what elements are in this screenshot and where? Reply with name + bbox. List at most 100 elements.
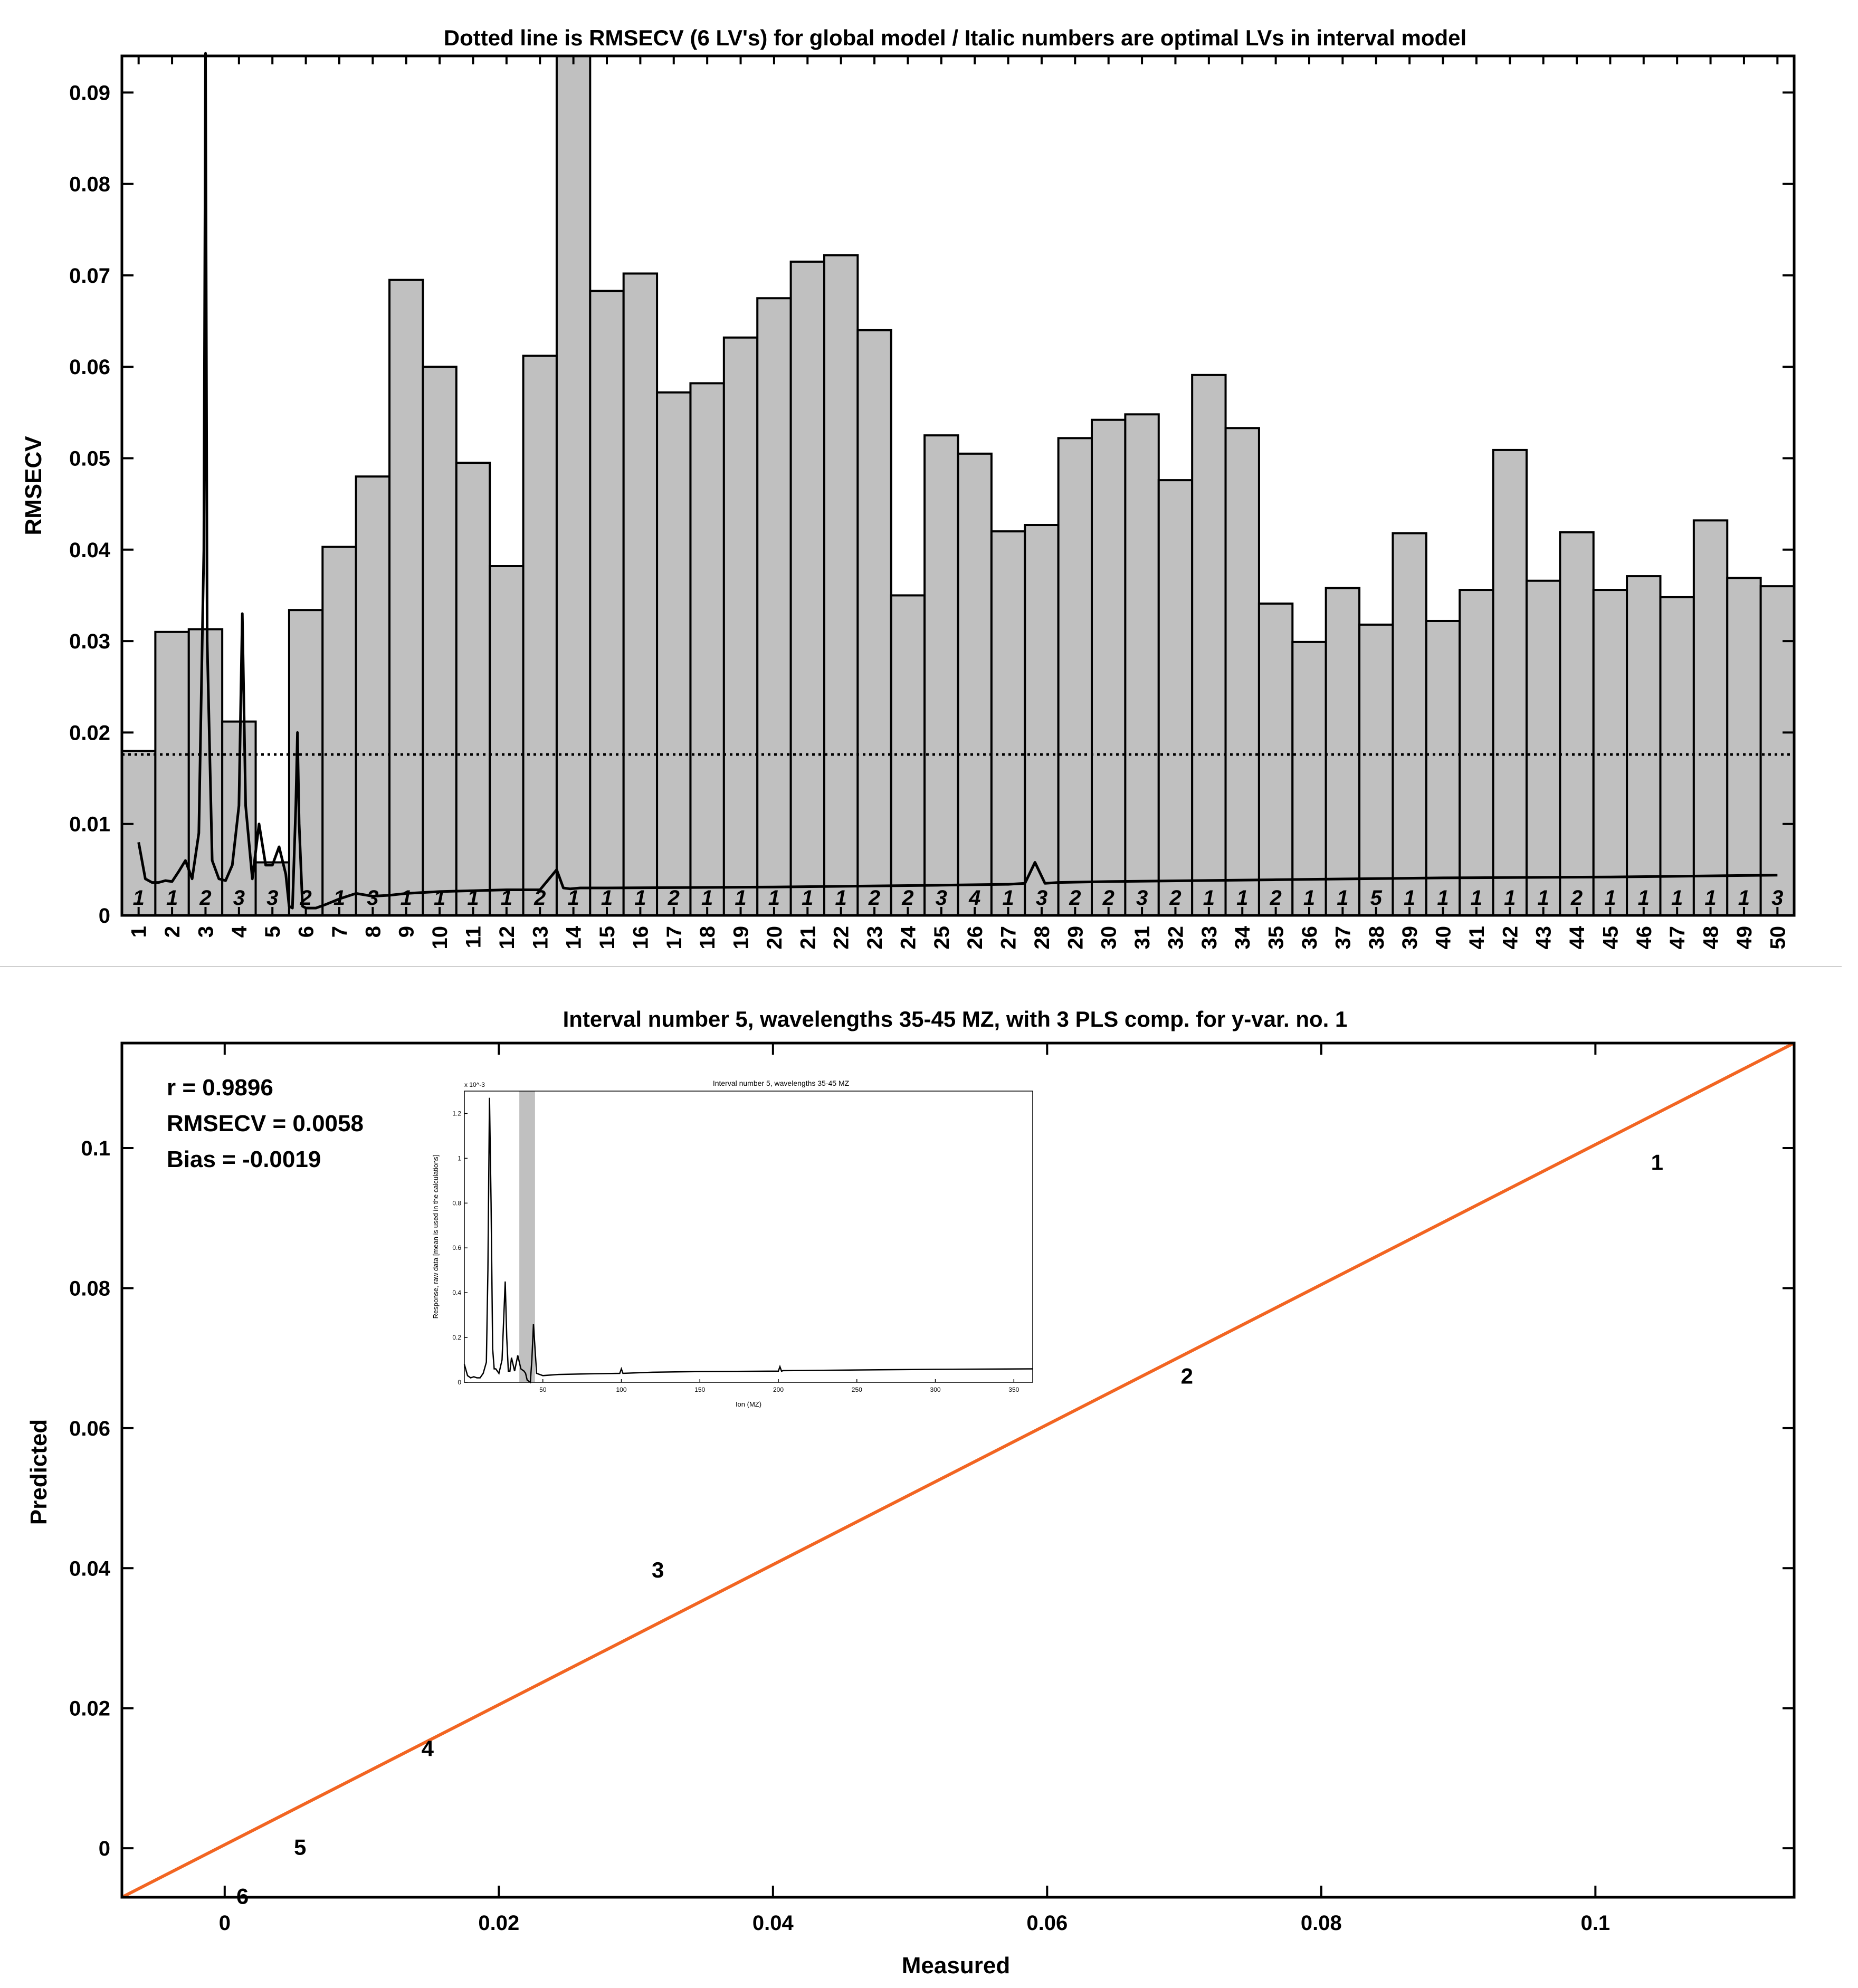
optimal-lv-label: 1 xyxy=(1471,886,1482,910)
inset-y-tick-label: 0.8 xyxy=(452,1199,461,1207)
bar-interval-19 xyxy=(722,336,759,916)
bar-interval-21 xyxy=(789,260,825,917)
y-tick-label: 0 xyxy=(99,1837,110,1860)
bar-interval-36 xyxy=(1291,641,1327,916)
bar-interval-50 xyxy=(1759,585,1796,916)
x-tick-label: 5 xyxy=(261,926,284,938)
bar-interval-7 xyxy=(321,546,357,917)
x-tick-label: 17 xyxy=(663,926,686,950)
bar-interval-48 xyxy=(1692,519,1729,916)
x-tick-label: 22 xyxy=(830,926,853,950)
x-tick-label: 0.06 xyxy=(1026,1911,1068,1935)
bar-interval-41 xyxy=(1459,589,1494,916)
bar-interval-14 xyxy=(555,55,592,916)
x-tick-label: 35 xyxy=(1265,926,1288,950)
stats-block: r = 0.9896 RMSECV = 0.0058 Bias = -0.001… xyxy=(167,1075,364,1172)
spectrum-overlay-line xyxy=(137,52,1778,910)
y-tick-label: 0.09 xyxy=(69,81,110,104)
bar-interval-31 xyxy=(1124,413,1160,916)
bar-interval-34 xyxy=(1224,427,1260,916)
optimal-lv-label: 2 xyxy=(1570,886,1583,910)
sample-label: 5 xyxy=(294,1834,306,1859)
optimal-lv-label: 1 xyxy=(1604,886,1616,910)
bar-interval-5 xyxy=(254,861,290,916)
optimal-lv-label: 1 xyxy=(735,886,746,910)
x-tick-label: 38 xyxy=(1365,926,1388,950)
bar-interval-49 xyxy=(1726,577,1762,917)
x-tick-label: 29 xyxy=(1064,926,1087,950)
bar-interval-13 xyxy=(522,355,558,916)
optimal-lv-label: 1 xyxy=(1303,886,1315,910)
bar-interval-45 xyxy=(1592,589,1628,916)
x-tick-label: 13 xyxy=(529,926,552,950)
optimal-lv-label: 1 xyxy=(1203,886,1215,910)
optimal-lv-label: 3 xyxy=(1771,886,1783,910)
optimal-lv-label: 1 xyxy=(802,886,813,910)
bar-interval-10 xyxy=(422,366,458,916)
inset-x-tick-label: 250 xyxy=(852,1386,862,1393)
optimal-lv-label: 2 xyxy=(1069,886,1081,910)
bar-interval-32 xyxy=(1157,479,1194,916)
inset-x-tick-label: 100 xyxy=(616,1386,626,1393)
x-tick-label: 16 xyxy=(629,926,652,950)
optimal-lv-label: 3 xyxy=(936,886,947,910)
spectrum-overlay xyxy=(137,52,1778,910)
x-tick-label: 15 xyxy=(596,926,619,950)
inset-spectrum-line xyxy=(463,1097,1033,1384)
bar-interval-37 xyxy=(1325,587,1361,916)
inset-x-tick-label: 50 xyxy=(539,1386,547,1393)
optimal-lv-label: 1 xyxy=(701,886,713,910)
x-tick-label: 31 xyxy=(1131,926,1154,950)
optimal-lv-label: 1 xyxy=(1236,886,1248,910)
stat-r: r = 0.9896 xyxy=(167,1075,273,1101)
inset-x-tick-label: 150 xyxy=(694,1386,705,1393)
optimal-lv-label: 1 xyxy=(768,886,780,910)
optimal-lv-label: 1 xyxy=(133,886,145,910)
inset-y-tick-label: 1 xyxy=(458,1154,461,1162)
bar-interval-20 xyxy=(756,297,792,916)
x-tick-label: 33 xyxy=(1198,926,1221,950)
x-tick-label: 37 xyxy=(1331,926,1355,950)
x-tick-label: 11 xyxy=(462,926,485,948)
optimal-lv-label: 3 xyxy=(367,886,378,910)
optimal-lv-label: 1 xyxy=(1404,886,1415,910)
inset-y-tick-label: 0 xyxy=(458,1379,461,1386)
y-tick-label: 0.04 xyxy=(69,1557,111,1580)
sample-label: 2 xyxy=(1181,1363,1193,1388)
optimal-lv-label: 1 xyxy=(1337,886,1348,910)
y-tick-label: 0.01 xyxy=(69,813,110,836)
bar-interval-28 xyxy=(1024,524,1060,916)
optimal-lv-label: 2 xyxy=(199,886,211,910)
optimal-lv-label: 1 xyxy=(401,886,412,910)
top-y-axis-label: RMSECV xyxy=(21,436,46,536)
optimal-lv-label: 1 xyxy=(166,886,178,910)
predicted-vs-measured-chart: Interval number 5, wavelengths 35-45 MZ,… xyxy=(26,1007,1796,1979)
optimal-lv-label: 5 xyxy=(1370,886,1383,910)
x-tick-label: 44 xyxy=(1566,925,1589,949)
inset-y-tick-label: 0.4 xyxy=(452,1289,461,1296)
x-tick-label: 28 xyxy=(1031,926,1054,950)
x-tick-label: 43 xyxy=(1532,926,1556,950)
optimal-lv-label: 2 xyxy=(901,886,913,910)
optimal-lv-label: 1 xyxy=(1538,886,1549,910)
bar-interval-44 xyxy=(1559,531,1595,916)
y-tick-label: 0.1 xyxy=(81,1137,110,1160)
x-tick-label: 40 xyxy=(1432,926,1455,950)
inset-exponent-label: x 10^-3 xyxy=(464,1081,485,1088)
bar-interval-23 xyxy=(856,329,892,916)
x-tick-label: 47 xyxy=(1666,926,1689,950)
optimal-lv-label: 3 xyxy=(1036,886,1047,910)
x-tick-label: 18 xyxy=(696,926,719,950)
optimal-lv-label: 3 xyxy=(233,886,245,910)
bar-interval-2 xyxy=(154,630,190,916)
sample-label: 3 xyxy=(652,1557,664,1582)
x-tick-label: 3 xyxy=(194,926,217,938)
bottom-axis-ticks: 0 0.02 0.04 0.06 0.08 0.1 0 0.02 0.04 0.06 0.08 0.1 xyxy=(69,1043,1794,1935)
optimal-lv-label: 1 xyxy=(1671,886,1683,910)
inset-y-tick-label: 1.2 xyxy=(452,1110,461,1117)
x-tick-label: 9 xyxy=(395,926,418,938)
inset-y-axis-label: Response, raw data [mean is used in the … xyxy=(432,1155,440,1319)
x-tick-label: 2 xyxy=(161,926,184,938)
x-tick-label: 8 xyxy=(361,926,385,938)
